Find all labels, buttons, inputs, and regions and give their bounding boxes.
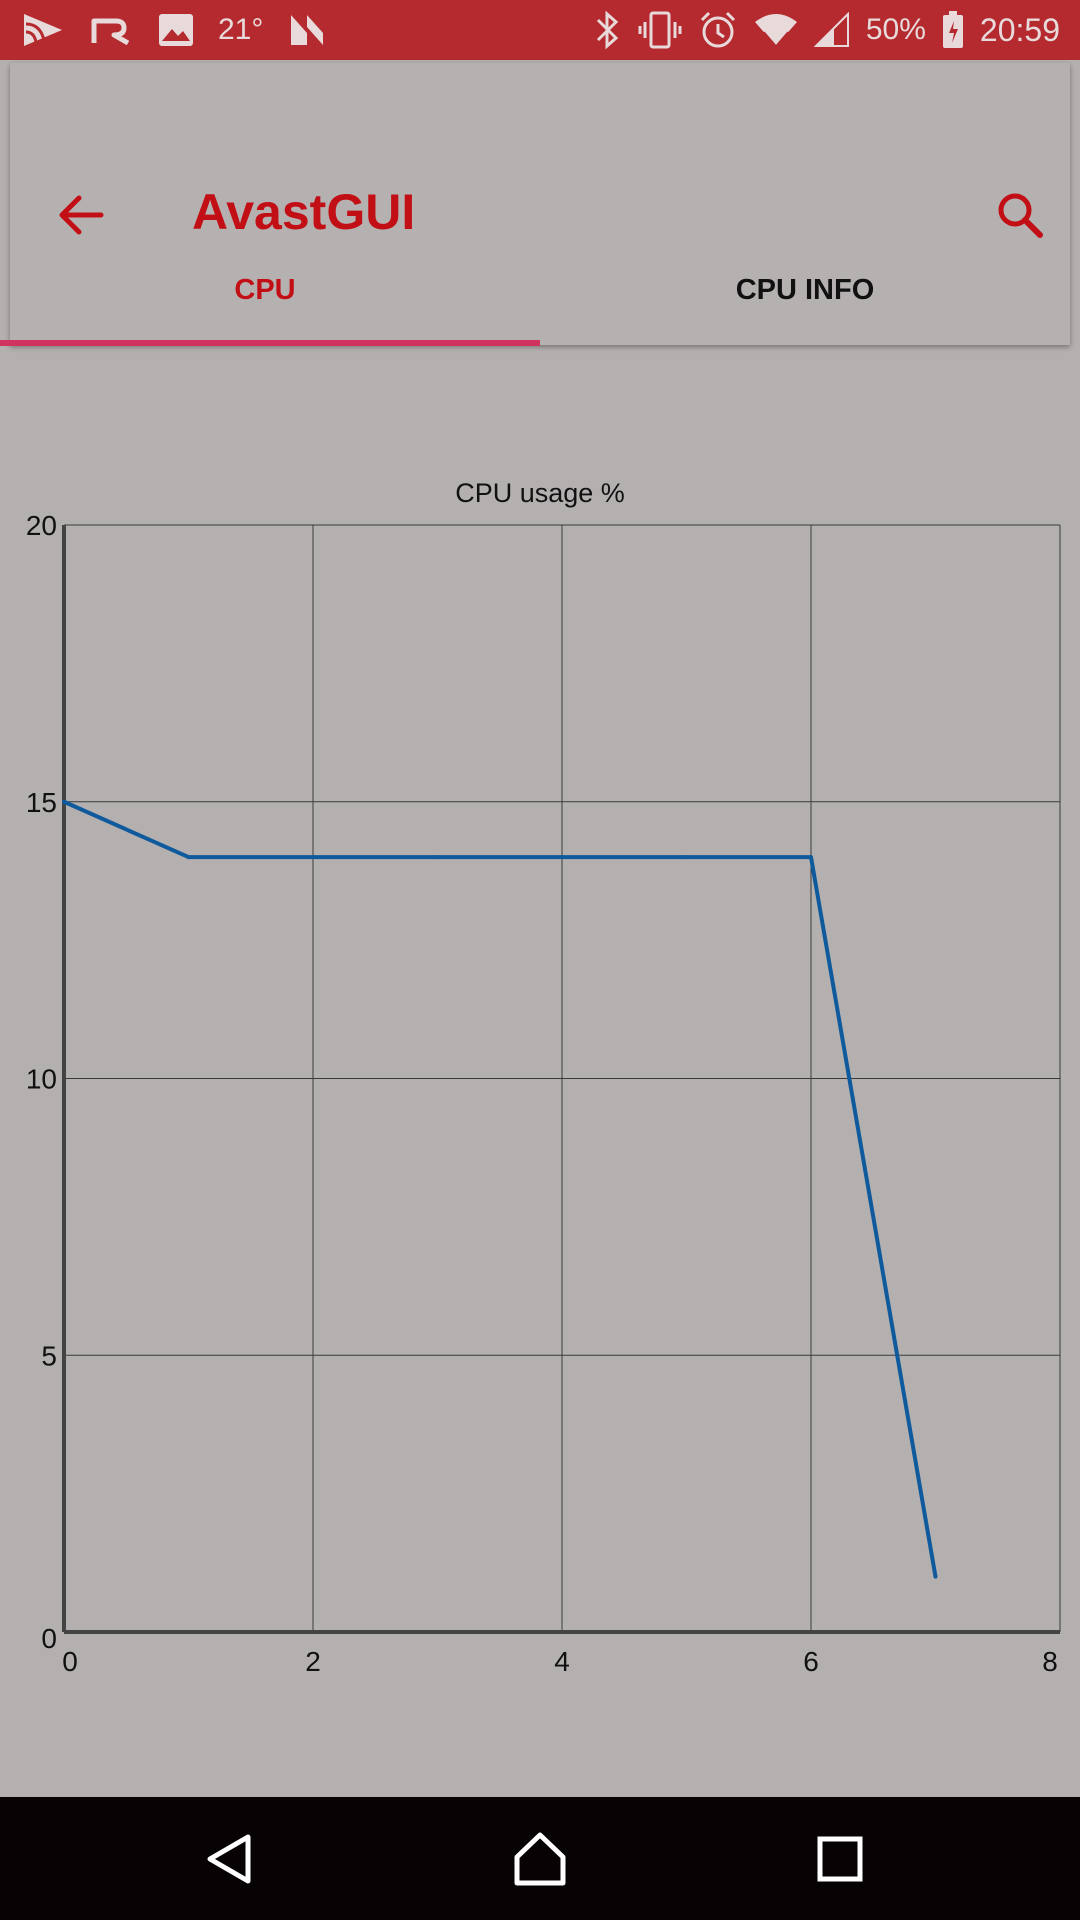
status-left-icons: 21° [22, 0, 327, 60]
vibrate-icon [638, 10, 682, 50]
app-title: AvastGUI [192, 184, 416, 240]
data-point [933, 1574, 938, 1579]
navigation-bar [0, 1797, 1080, 1920]
y-tick-label: 10 [26, 1064, 57, 1095]
y-tick-label: 5 [41, 1340, 57, 1371]
chart-tick-labels: 0 2 4 6 8 0 5 10 15 20 [26, 510, 1058, 1677]
clock-time: 20:59 [979, 11, 1060, 48]
x-tick-label: 4 [554, 1646, 570, 1677]
x-tick-label: 2 [305, 1646, 321, 1677]
cpu-usage-chart: CPU usage % 0 2 4 6 8 0 5 10 15 20 [26, 478, 1061, 1677]
x-tick-label: 8 [1042, 1646, 1058, 1677]
signal-icon [813, 12, 850, 48]
battery-icon [942, 11, 964, 49]
temperature-text: 21° [218, 13, 264, 46]
chart-axes [62, 525, 1060, 1634]
data-point [435, 855, 440, 860]
status-right-icons: 50% 20:59 [592, 0, 1060, 60]
x-tick-label: 0 [62, 1646, 78, 1677]
data-point [684, 855, 689, 860]
chart-grid [63, 524, 1061, 1633]
chart-series [62, 799, 938, 1579]
battery-percent: 50% [865, 13, 926, 46]
nav-home-button[interactable] [480, 1797, 600, 1920]
gallery-icon [158, 13, 194, 47]
nav-recents-button[interactable] [780, 1797, 900, 1920]
x-tick-label: 6 [803, 1646, 819, 1677]
home-nav-icon [514, 1832, 566, 1885]
y-tick-label: 15 [26, 787, 57, 818]
rakuten-icon [90, 15, 134, 45]
arrow-back-icon [59, 195, 104, 235]
n-app-icon [287, 13, 327, 47]
alarm-icon [698, 10, 738, 50]
search-icon [998, 193, 1043, 238]
recents-nav-icon [817, 1836, 863, 1881]
play-store-icon [22, 10, 66, 50]
tab-cpu-info[interactable]: CPU INFO [735, 273, 875, 306]
data-point [809, 855, 813, 860]
status-bar: 21° 50% 20:59 [0, 0, 1080, 60]
search-button[interactable] [988, 183, 1052, 247]
nav-back-button[interactable] [170, 1797, 290, 1920]
tab-cpu[interactable]: CPU [234, 273, 296, 306]
app-bar: AvastGUI [10, 63, 1070, 345]
chart-title: CPU usage % [455, 478, 625, 508]
back-nav-icon [207, 1834, 251, 1883]
data-point [311, 855, 315, 860]
wifi-icon [754, 12, 798, 48]
bluetooth-icon [592, 10, 622, 50]
y-tick-label: 20 [26, 510, 57, 541]
back-button[interactable] [46, 185, 116, 245]
tab-indicator [0, 340, 540, 346]
data-point [62, 799, 66, 804]
data-point [560, 855, 564, 860]
y-tick-label: 0 [41, 1623, 57, 1654]
data-point [186, 855, 191, 860]
cpu-usage-series-line [63, 799, 938, 1577]
